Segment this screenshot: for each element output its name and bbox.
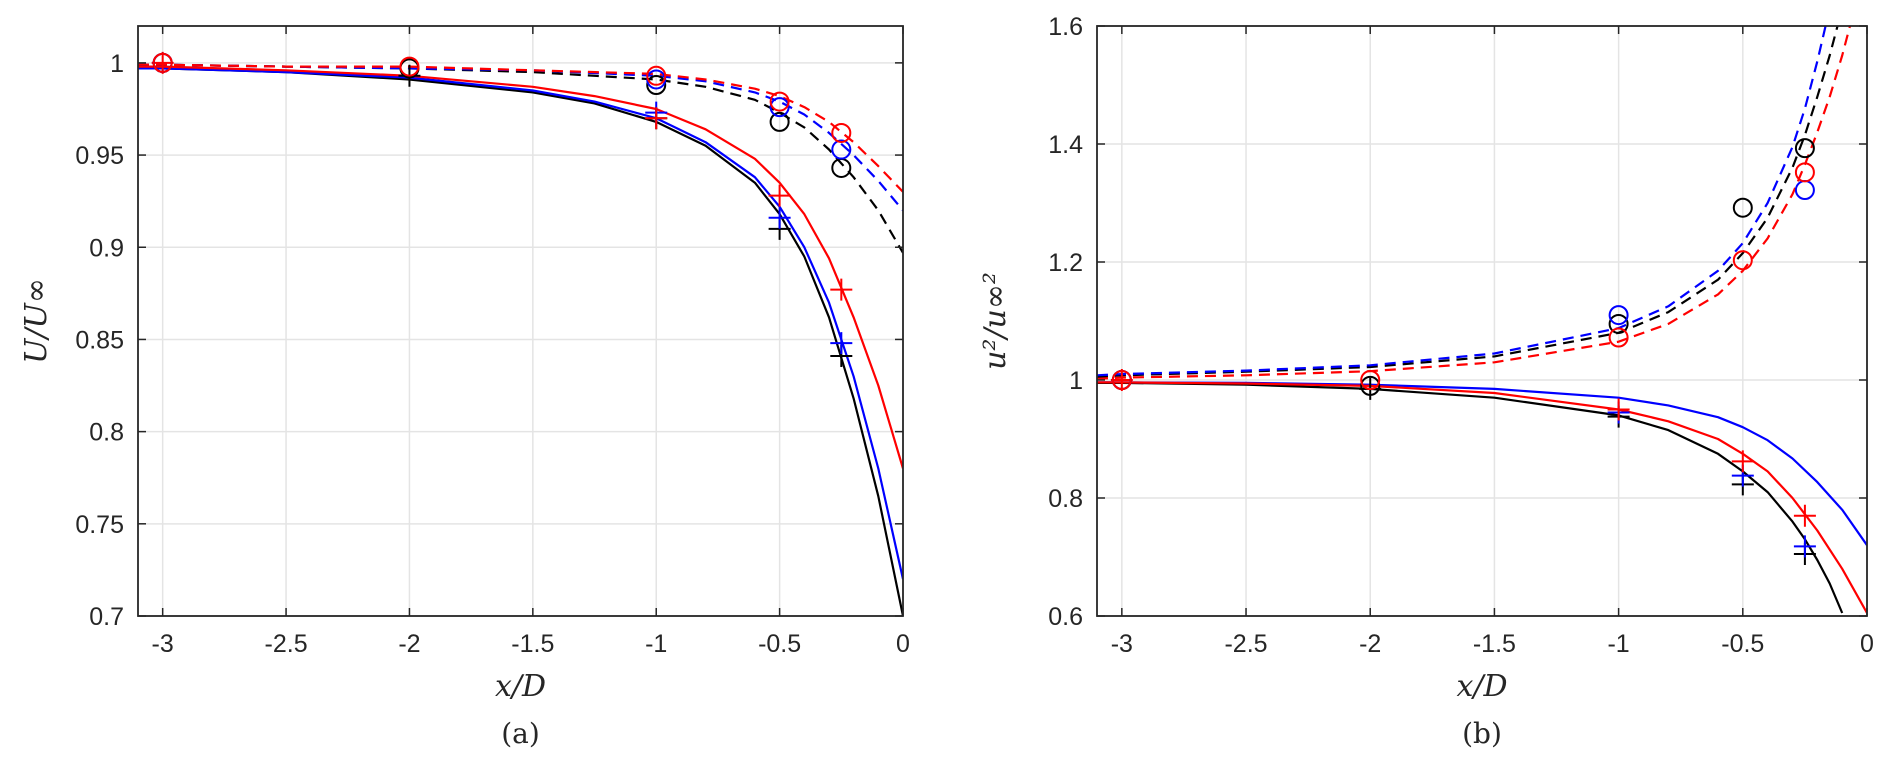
panel-a-circle-marker	[769, 97, 790, 118]
panel-b-plus-marker	[1731, 450, 1754, 473]
panel-b-ticks: -3 -2.5 -2 -1.5 -1 -0.5 0 0.6 0.8 1 1.2 1.4 1.6	[1048, 13, 1874, 658]
panel-a-plus-marker	[830, 332, 853, 355]
panel-a-plus-marker	[830, 278, 853, 301]
panel-a-y-tick-label: 0.7	[89, 603, 124, 631]
panel-a-series	[138, 63, 903, 616]
panel-a: -3 -2.5 -2 -1.5 -1 -0.5 0 0.7 0.75 0.8 0.85 0.9 0.95…	[19, 25, 910, 750]
panel-b-x-tick-label: -2	[1359, 630, 1381, 658]
panel-b-series-dashed-3	[1097, 26, 1839, 379]
panel-b-circle-marker	[1360, 370, 1381, 390]
panel-b-caption: (b)	[1462, 717, 1502, 750]
panel-b: -3 -2.5 -2 -1.5 -1 -0.5 00.60.811.21.41.6 x/D …	[978, 13, 1874, 750]
panel-b-plus-marker	[1110, 369, 1133, 391]
panel-a-y-tick-label: 0.8	[89, 419, 124, 447]
panel-a-circle-marker	[646, 65, 667, 86]
panel-a-plus-marker	[645, 107, 668, 130]
panel-b-circle-marker	[1111, 370, 1132, 390]
panel-a-x-tick-label: 0	[896, 630, 910, 658]
panel-a-circle-marker	[831, 157, 852, 178]
panel-a-y-axis-label: U/U∞	[19, 278, 54, 364]
panel-b-y-axis-label: u²/u∞²	[978, 272, 1013, 370]
panel-a-x-tick-label: -2	[398, 630, 420, 658]
panel-b-series-dashed-4	[1097, 26, 1827, 377]
panel-b-y-tick-label: 1.6	[1048, 13, 1083, 41]
panel-a-frame	[137, 25, 904, 617]
panel-b-circle-marker	[1608, 327, 1629, 348]
panel-b-y-tick-label: 1.2	[1048, 249, 1083, 277]
panel-a-circle-marker	[769, 111, 790, 132]
panel-a-circle-marker	[399, 56, 420, 77]
panel-a-plus-marker	[768, 184, 791, 207]
panel-a-circle-marker	[831, 122, 852, 143]
panel-a-x-tick-label: -1	[645, 630, 667, 658]
panel-b-frame	[1096, 25, 1868, 617]
panel-b-x-tick-label: -2.5	[1224, 630, 1267, 658]
panel-a-circle-marker	[831, 139, 852, 160]
panel-a-y-tick-label: 1	[110, 50, 124, 78]
panel-b-circle-marker	[1732, 197, 1753, 218]
panel-a-series-solid-2	[138, 65, 903, 469]
panel-a-x-tick-label: -2.5	[265, 630, 308, 658]
panel-a-series-solid-1	[138, 67, 903, 580]
panel-a-x-tick-label: -3	[152, 630, 174, 658]
panel-b-circle-marker	[1794, 162, 1815, 183]
panel-a-ticks: -3 -2.5 -2 -1.5 -1 -0.5 0 0.7 0.75 0.8 0.85 0.9 0.95…	[75, 26, 910, 658]
panel-b-circle-marker	[1732, 250, 1753, 271]
panel-b-circle-marker	[1608, 313, 1629, 334]
panel-a-plus-marker	[768, 206, 791, 229]
panel-b-y-tick-label: 0.8	[1048, 485, 1083, 513]
panel-b-circle-marker	[1360, 375, 1381, 396]
panel-b-markers	[1110, 138, 1816, 566]
panel-b-y-tick-label: 1.4	[1048, 131, 1083, 159]
panel-a-markers	[151, 51, 853, 368]
panel-a-y-tick-label: 0.85	[75, 326, 124, 354]
panel-a-series-dashed-5	[138, 63, 903, 193]
panel-b-circle-marker	[1608, 305, 1629, 326]
panel-a-y-tick-label: 0.75	[75, 511, 124, 539]
panel-a-series-dashed-3	[138, 63, 903, 254]
panel-b-y-tick-label: 0.6	[1048, 603, 1083, 631]
panel-b-plus-marker	[1607, 398, 1630, 421]
panel-b-circle-marker	[1794, 138, 1815, 159]
panel-b-plus-marker	[1793, 504, 1816, 527]
panel-b-plus-marker	[1793, 535, 1816, 558]
panel-a-circle-marker	[646, 75, 667, 95]
panel-b-series-solid-1	[1097, 381, 1867, 546]
panel-b-x-tick-label: -1	[1607, 630, 1629, 658]
panel-a-x-tick-label: -0.5	[758, 630, 801, 658]
panel-a-circle-marker	[152, 52, 173, 73]
panel-b-series-solid-2	[1097, 381, 1867, 614]
panel-a-y-tick-label: 0.95	[75, 142, 124, 170]
panel-b-series	[1097, 26, 1867, 614]
panel-b-y-tick-label: 1	[1069, 367, 1083, 395]
panel-a-x-tick-label: -1.5	[511, 630, 554, 658]
panel-b-grid	[1097, 25, 1868, 617]
panel-a-x-axis-label: x/D	[495, 669, 546, 704]
panel-b-x-tick-label: -3	[1111, 630, 1133, 658]
panel-a-y-tick-label: 0.9	[89, 234, 124, 262]
panel-b-circle-marker	[1794, 180, 1815, 201]
panel-a-plus-marker	[151, 51, 174, 74]
panel-a-grid	[138, 26, 904, 617]
panel-a-caption: (a)	[501, 717, 540, 750]
panel-b-x-tick-label: -0.5	[1721, 630, 1764, 658]
panel-b-x-axis-label: x/D	[1456, 669, 1507, 704]
panel-b-series-dashed-5	[1097, 26, 1852, 380]
panel-a-series-solid-0	[138, 67, 903, 616]
panel-b-x-tick-label: -1.5	[1473, 630, 1516, 658]
panel-b-x-tick-label: 0	[1860, 630, 1874, 658]
panel-a-circle-marker	[769, 91, 790, 112]
